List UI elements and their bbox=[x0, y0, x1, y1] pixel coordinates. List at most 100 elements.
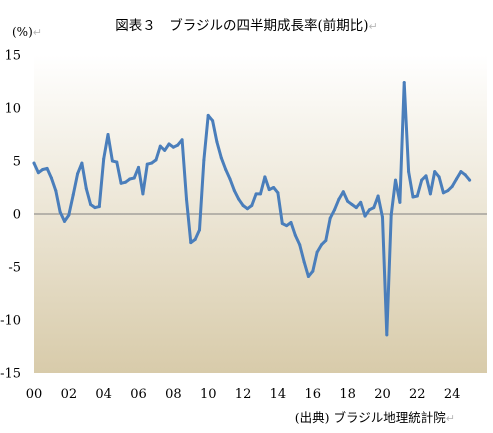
data-point bbox=[171, 145, 175, 149]
data-point bbox=[141, 192, 145, 196]
data-point bbox=[376, 194, 380, 198]
data-point bbox=[84, 187, 88, 191]
x-tick-label: 04 bbox=[95, 387, 112, 402]
data-point bbox=[285, 224, 289, 228]
data-point bbox=[333, 208, 337, 212]
data-point bbox=[389, 213, 393, 217]
y-tick-label: 5 bbox=[13, 155, 21, 170]
data-point bbox=[154, 158, 158, 162]
data-point bbox=[110, 159, 114, 163]
data-point bbox=[363, 214, 367, 218]
y-tick-label: 15 bbox=[4, 49, 21, 64]
data-point bbox=[293, 233, 297, 237]
data-point bbox=[167, 142, 171, 146]
x-tick-label: 08 bbox=[165, 387, 182, 402]
data-point bbox=[49, 176, 53, 180]
data-point bbox=[267, 188, 271, 192]
data-point bbox=[241, 204, 245, 208]
data-point bbox=[455, 177, 459, 181]
data-point bbox=[163, 148, 167, 152]
source-note: (出典) ブラジル地理統計院↵ bbox=[295, 407, 455, 426]
data-point bbox=[232, 189, 236, 193]
data-point bbox=[411, 195, 415, 199]
data-point bbox=[41, 167, 45, 171]
data-point bbox=[302, 260, 306, 264]
source-text: (出典) ブラジル地理統計院 bbox=[294, 410, 446, 425]
y-tick-label: 0 bbox=[13, 208, 21, 223]
series-points bbox=[32, 81, 472, 337]
data-point bbox=[145, 162, 149, 166]
data-point bbox=[80, 161, 84, 165]
data-point bbox=[237, 197, 241, 201]
data-point bbox=[45, 166, 49, 170]
return-mark: ↵ bbox=[32, 26, 42, 39]
x-tick-label: 02 bbox=[61, 387, 78, 402]
data-point bbox=[224, 167, 228, 171]
chart-title-text: 図表３ ブラジルの四半期成長率(前期比) bbox=[115, 18, 369, 34]
y-tick-label: 10 bbox=[4, 102, 21, 117]
data-point bbox=[450, 184, 454, 188]
x-tick-label: 18 bbox=[339, 387, 356, 402]
data-point bbox=[259, 192, 262, 196]
data-point bbox=[36, 171, 40, 175]
data-point bbox=[289, 220, 293, 224]
data-point bbox=[398, 200, 402, 204]
data-point bbox=[219, 156, 223, 160]
data-point bbox=[420, 178, 424, 182]
data-point bbox=[123, 180, 127, 184]
data-point bbox=[128, 177, 132, 181]
data-point bbox=[446, 189, 450, 193]
return-mark: ↵ bbox=[368, 20, 378, 33]
data-point bbox=[407, 170, 411, 174]
data-point bbox=[180, 138, 184, 142]
data-point bbox=[115, 160, 119, 164]
return-mark: ↵ bbox=[445, 412, 455, 425]
data-point bbox=[97, 205, 101, 209]
data-point bbox=[193, 237, 197, 241]
data-point bbox=[328, 216, 332, 220]
data-point bbox=[359, 200, 363, 204]
data-point bbox=[106, 133, 110, 136]
data-point bbox=[276, 191, 280, 195]
data-point bbox=[306, 275, 310, 279]
data-point bbox=[272, 186, 276, 189]
data-point bbox=[54, 189, 58, 193]
data-point bbox=[211, 119, 215, 123]
x-tick-label: 22 bbox=[409, 387, 426, 402]
data-point bbox=[298, 243, 302, 247]
data-point bbox=[119, 181, 123, 185]
data-point bbox=[58, 210, 62, 214]
data-point bbox=[132, 176, 136, 180]
data-point bbox=[315, 250, 319, 254]
data-point bbox=[319, 243, 323, 247]
data-point bbox=[385, 333, 389, 337]
data-point bbox=[89, 202, 93, 206]
data-point bbox=[189, 241, 193, 245]
data-point bbox=[228, 177, 232, 181]
data-point bbox=[367, 208, 371, 212]
data-point bbox=[311, 269, 315, 273]
x-tick-label: 20 bbox=[374, 387, 391, 402]
data-point bbox=[324, 239, 328, 242]
data-point bbox=[350, 202, 354, 206]
data-point bbox=[437, 175, 441, 179]
data-point bbox=[202, 158, 206, 162]
data-point bbox=[206, 113, 210, 117]
data-point bbox=[76, 172, 80, 176]
data-point bbox=[415, 194, 419, 198]
x-tick-label: 24 bbox=[444, 387, 461, 402]
data-point bbox=[459, 170, 463, 174]
data-point bbox=[150, 161, 154, 165]
data-point bbox=[441, 191, 445, 195]
data-point bbox=[62, 219, 66, 223]
data-point bbox=[424, 174, 428, 178]
x-tick-label: 10 bbox=[200, 387, 217, 402]
data-point bbox=[71, 193, 75, 197]
data-point bbox=[93, 206, 97, 210]
data-point bbox=[263, 175, 267, 179]
data-point bbox=[137, 165, 141, 169]
data-point bbox=[176, 143, 180, 147]
data-point bbox=[32, 161, 36, 165]
data-point bbox=[254, 192, 258, 196]
